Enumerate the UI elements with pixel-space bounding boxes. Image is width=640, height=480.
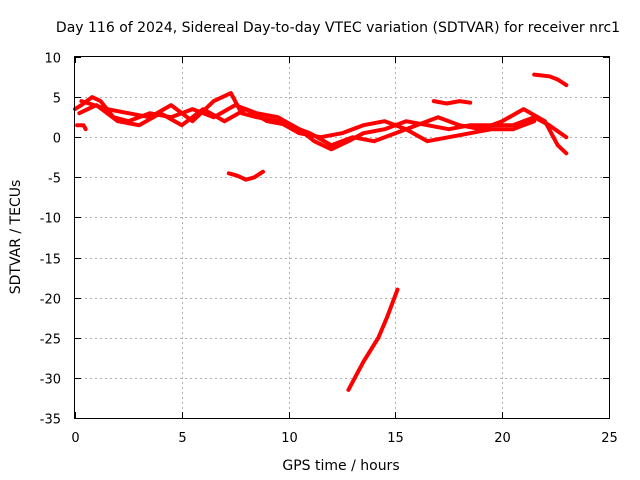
plot-frame [74, 56, 610, 419]
y-tick-label: -10 [40, 212, 61, 227]
y-tick-label: 10 [44, 52, 61, 67]
series-sat-f [431, 99, 473, 106]
chart-title: Day 116 of 2024, Sidereal Day-to-day VTE… [56, 20, 620, 36]
y-tick-label: 0 [53, 132, 61, 147]
tick-layer: 0 5 10 15 20 25 10 5 0 -5 -10 -15 -20 -25 -30 -35 [40, 52, 618, 447]
y-tick-label: -30 [40, 373, 61, 388]
x-tick-label: 15 [387, 431, 404, 446]
series-sat-c [79, 91, 537, 144]
x-tick-label: 25 [601, 431, 618, 446]
series-layer [73, 72, 569, 392]
grid-layer [75, 57, 609, 418]
y-tick-label: 5 [53, 92, 61, 107]
series-sat-h [346, 287, 400, 392]
y-tick-label: -35 [40, 413, 61, 428]
y-tick-label: -25 [40, 333, 61, 348]
y-tick-label: -20 [40, 293, 61, 308]
y-tick-label: -15 [40, 253, 61, 268]
x-tick-label: 5 [178, 431, 186, 446]
x-tick-label: 0 [71, 431, 79, 446]
y-axis-title: SDTVAR / TECUs [8, 180, 24, 295]
y-tick-label: -5 [48, 172, 61, 187]
x-axis-title: GPS time / hours [282, 458, 399, 474]
x-tick-label: 20 [494, 431, 511, 446]
series-sat-g [532, 72, 569, 88]
x-tick-label: 10 [281, 431, 298, 446]
series-sat-d [75, 123, 88, 132]
series-sat-e [226, 169, 265, 182]
